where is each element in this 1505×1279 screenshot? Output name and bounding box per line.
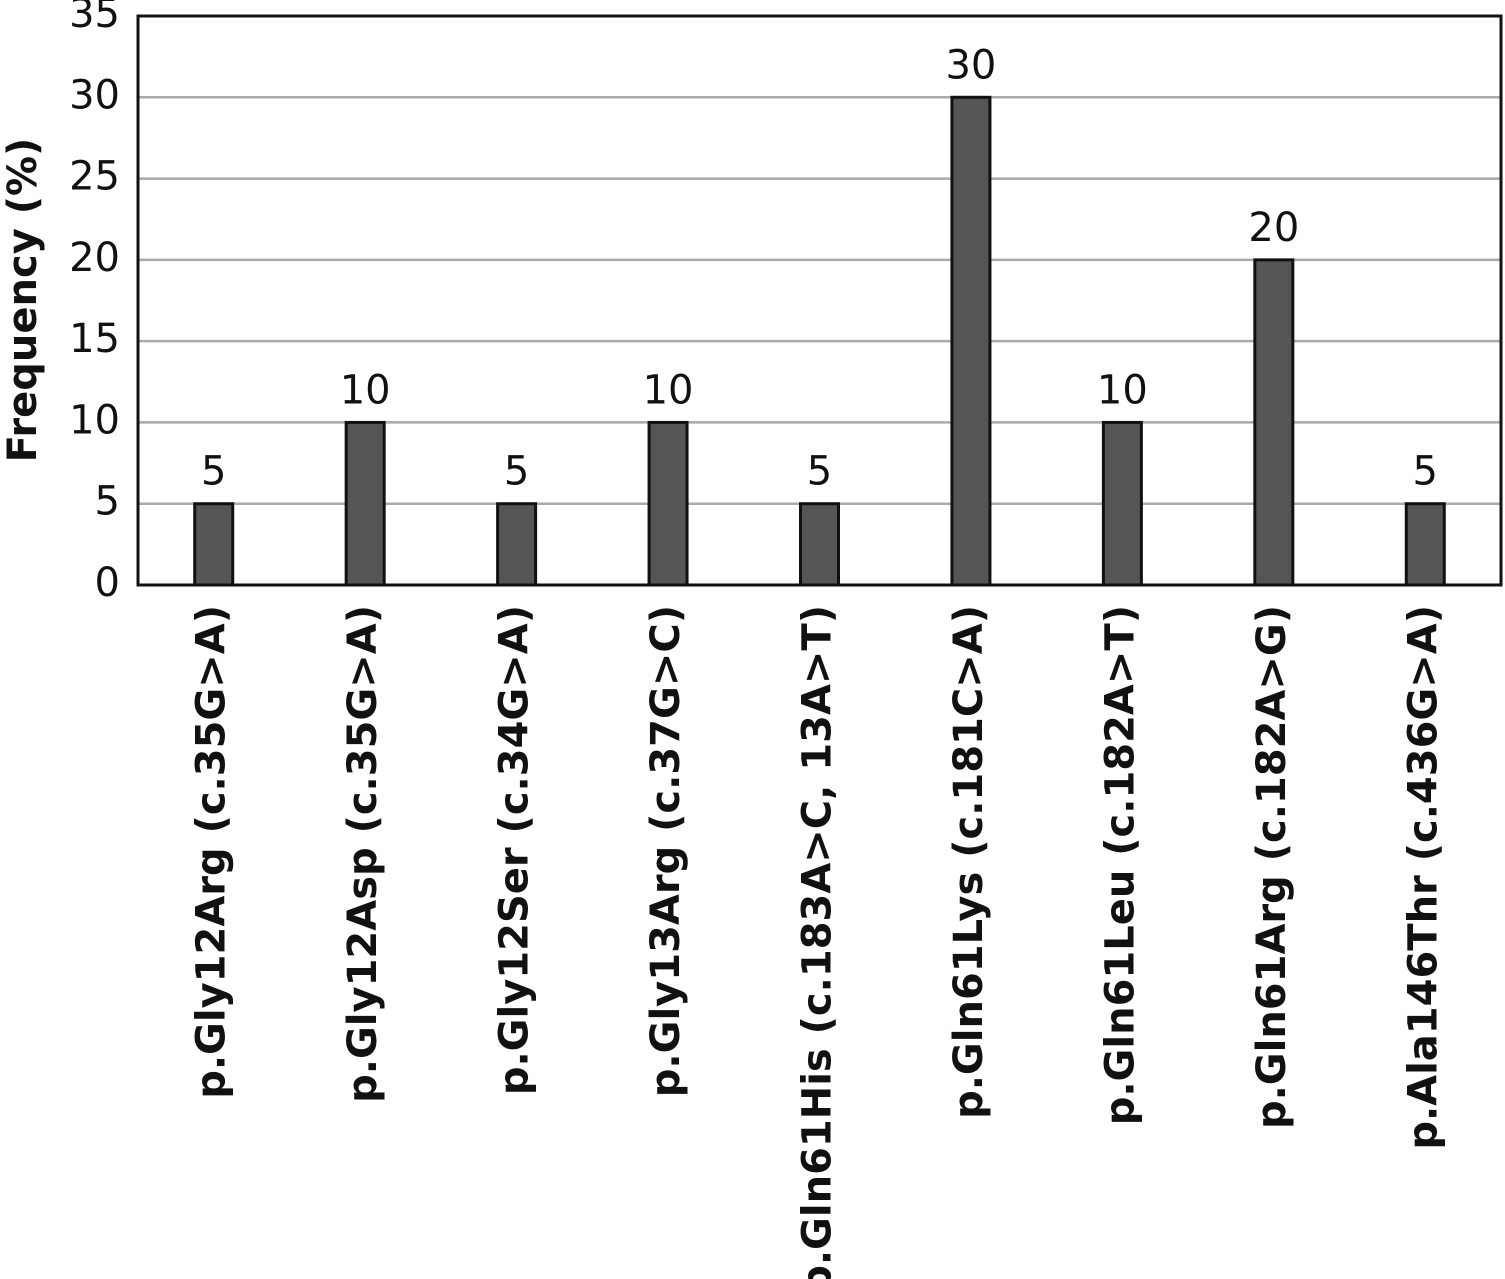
x-tick-label: p.Gly13Arg (c.37G>C) (643, 605, 689, 1097)
bar (496, 502, 538, 587)
data-label: 10 (340, 367, 391, 413)
y-tick-label: 35 (69, 0, 120, 37)
bar (1253, 258, 1295, 587)
y-tick-label: 10 (69, 397, 120, 443)
data-label: 5 (201, 449, 226, 495)
data-label: 10 (1097, 367, 1148, 413)
x-tick-label: p.Gly12Arg (c.35G>A) (189, 605, 235, 1099)
y-tick-label: 5 (95, 479, 120, 525)
y-tick-label: 0 (95, 560, 120, 606)
data-label: 10 (643, 367, 694, 413)
data-label: 5 (1413, 449, 1438, 495)
y-tick-label: 25 (69, 154, 120, 200)
x-tick-label: p.Gly12Ser (c.34G>A) (492, 605, 538, 1095)
x-tick-label: p.Gln61Arg (c.182A>G) (1249, 605, 1295, 1129)
bar (344, 420, 386, 587)
data-label: 30 (945, 42, 996, 88)
data-label: 20 (1248, 205, 1299, 251)
y-tick-label: 20 (69, 235, 120, 281)
data-label: 5 (807, 449, 832, 495)
bar (799, 502, 840, 587)
x-tick-label: p.Gly12Asp (c.35G>A) (340, 605, 386, 1103)
x-tick-label: p.Gln61His (c.183A>C, 13A>T) (795, 605, 841, 1279)
bar (1404, 502, 1446, 587)
x-tick-label: p.Ala146Thr (c.436G>A) (1400, 605, 1446, 1150)
y-tick-label: 30 (69, 72, 120, 118)
plot-frame (136, 14, 1503, 587)
bar (193, 502, 235, 587)
bar (950, 95, 992, 587)
y-axis-title: Frequency (%) (0, 138, 46, 463)
x-tick-label: p.Gln61Leu (c.182A>T) (1097, 605, 1143, 1125)
y-tick-label: 15 (69, 316, 120, 362)
bar (647, 420, 689, 587)
x-tick-label: p.Gln61Lys (c.181C>A) (946, 605, 992, 1119)
data-label: 5 (504, 449, 529, 495)
bar (1101, 420, 1143, 587)
